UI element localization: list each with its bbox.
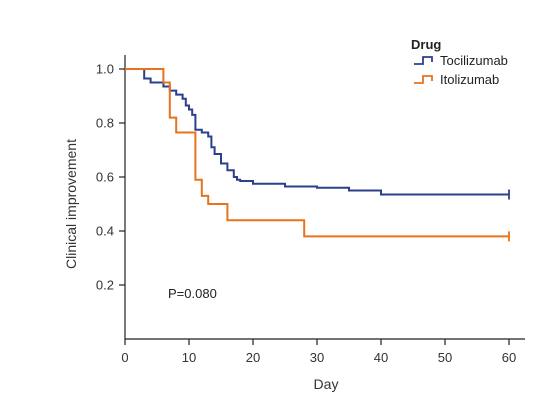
series-line-itolizumab [125, 68, 509, 238]
series-layer [125, 68, 510, 242]
series-line-tocilizumab [125, 68, 509, 196]
y-tick-label: 1.0 [96, 62, 114, 77]
x-tick-label: 0 [121, 350, 128, 365]
x-ticks: 0 10 20 30 40 50 60 [121, 339, 516, 365]
legend: Drug Tocilizumab Itolizumab [411, 37, 508, 87]
legend-title: Drug [411, 37, 441, 52]
x-axis-title: Day [314, 376, 339, 392]
x-tick-label: 60 [502, 350, 516, 365]
axes [124, 55, 525, 340]
y-tick-label: 0.6 [96, 170, 114, 185]
x-tick-label: 20 [246, 350, 260, 365]
x-tick-label: 10 [182, 350, 196, 365]
y-tick-label: 0.4 [96, 224, 114, 239]
legend-label-tocilizumab: Tocilizumab [440, 53, 508, 68]
p-value-annotation: P=0.080 [168, 286, 217, 301]
x-tick-label: 30 [310, 350, 324, 365]
y-tick-label: 0.8 [96, 116, 114, 131]
x-tick-label: 50 [438, 350, 452, 365]
legend-swatch-tocilizumab [414, 56, 433, 65]
legend-label-itolizumab: Itolizumab [440, 72, 499, 87]
x-tick-label: 40 [374, 350, 388, 365]
y-axis-title: Clinical improvement [63, 139, 79, 269]
legend-swatch-itolizumab [414, 75, 433, 84]
y-tick-label: 0.2 [96, 278, 114, 293]
y-ticks: 0.2 0.4 0.6 0.8 1.0 [96, 62, 125, 293]
